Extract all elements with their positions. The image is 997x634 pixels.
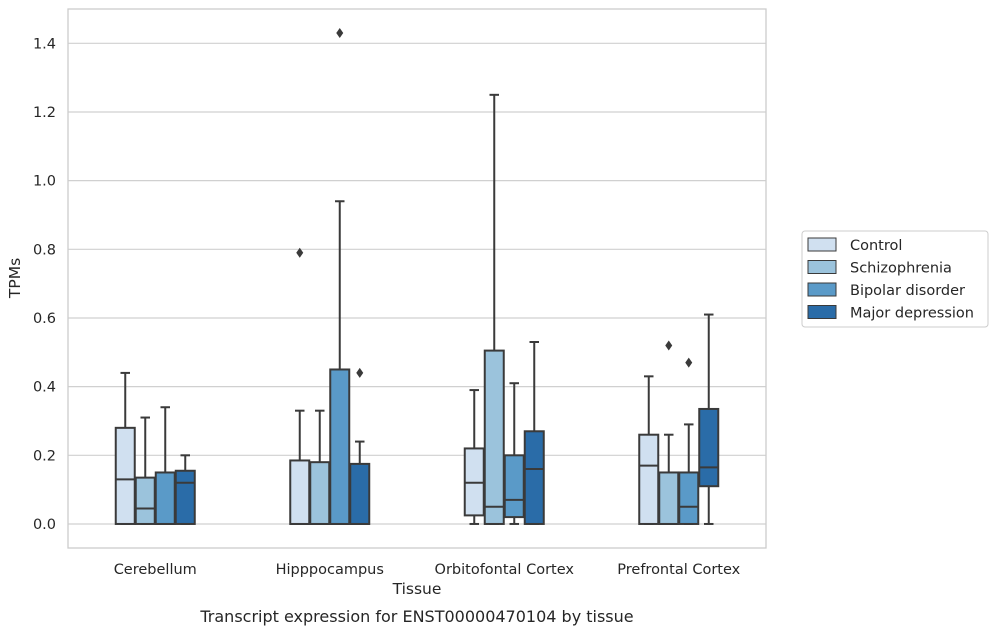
x-tick-label: Orbitofontal Cortex (435, 562, 575, 578)
box-major-depression (349, 367, 371, 525)
outlier-point (356, 367, 364, 378)
y-axis-ticks: 0.0 0.2 0.4 0.6 0.8 1.0 1.2 1.4 (33, 36, 56, 533)
box-control (638, 375, 660, 525)
box-major-depression (523, 341, 545, 525)
x-axis-ticks: Cerebellum Hipppocampus Orbitofontal Corte… (114, 562, 741, 578)
legend-label: Major depression (850, 306, 974, 322)
y-axis-title: TPMs (6, 258, 24, 299)
y-tick-label: 0.0 (33, 517, 56, 533)
box-bipolar-disorder (503, 382, 525, 525)
box-body (698, 407, 720, 488)
legend: Control Schizophrenia Bipolar disorder Majo… (801, 230, 989, 328)
legend-swatch (807, 305, 837, 319)
y-tick-label: 1.4 (33, 36, 56, 52)
legend-swatch (807, 237, 837, 252)
box-body (154, 471, 176, 525)
outlier-point (336, 28, 344, 39)
box-body (658, 471, 680, 525)
x-tick-label: Prefrontal Cortex (617, 562, 740, 578)
y-tick-label: 0.6 (33, 311, 56, 327)
legend-swatch (807, 260, 837, 274)
box-body (349, 462, 371, 525)
box-body (638, 433, 660, 525)
x-tick-label: Hipppocampus (276, 562, 384, 578)
box-body (174, 469, 196, 525)
box-major-depression (174, 454, 196, 525)
legend-swatch (807, 282, 837, 297)
box-major-depression (698, 313, 720, 525)
box-control (289, 247, 311, 525)
box-control (463, 389, 485, 525)
y-tick-label: 0.2 (33, 448, 56, 464)
gridlines (68, 42, 766, 525)
box-schizophrenia (658, 340, 680, 525)
box-schizophrenia (483, 93, 505, 525)
chart-caption: Transcript expression for ENST0000047010… (199, 607, 633, 626)
y-tick-label: 1.2 (33, 105, 56, 121)
box-bipolar-disorder (329, 28, 351, 525)
box-control (114, 371, 136, 525)
box-groups (114, 28, 720, 525)
box-body (114, 426, 136, 525)
box-body (329, 368, 351, 525)
outlier-point (665, 340, 673, 351)
box-body (483, 349, 505, 525)
outlier-point (296, 247, 304, 258)
box-body (503, 454, 525, 519)
legend-label: Schizophrenia (850, 261, 952, 277)
legend-label: Bipolar disorder (850, 283, 965, 299)
legend-frame (801, 230, 989, 328)
legend-label: Control (850, 238, 902, 254)
y-tick-label: 0.8 (33, 242, 56, 258)
box-body (309, 461, 331, 525)
box-schizophrenia (309, 409, 331, 525)
legend-items: Control Schizophrenia Bipolar disorder Majo… (807, 237, 974, 322)
x-tick-label: Cerebellum (114, 562, 197, 578)
x-axis-title: Tissue (392, 580, 442, 598)
box-body (523, 430, 545, 525)
box-bipolar-disorder (154, 406, 176, 525)
box-body (678, 471, 700, 525)
plot-frame (67, 8, 767, 549)
box-bipolar-disorder (678, 357, 700, 525)
outlier-point (685, 357, 693, 368)
box-body (134, 476, 156, 525)
y-tick-label: 1.0 (33, 174, 56, 190)
box-body (289, 459, 311, 525)
y-tick-label: 0.4 (33, 380, 56, 396)
box-schizophrenia (134, 416, 156, 525)
